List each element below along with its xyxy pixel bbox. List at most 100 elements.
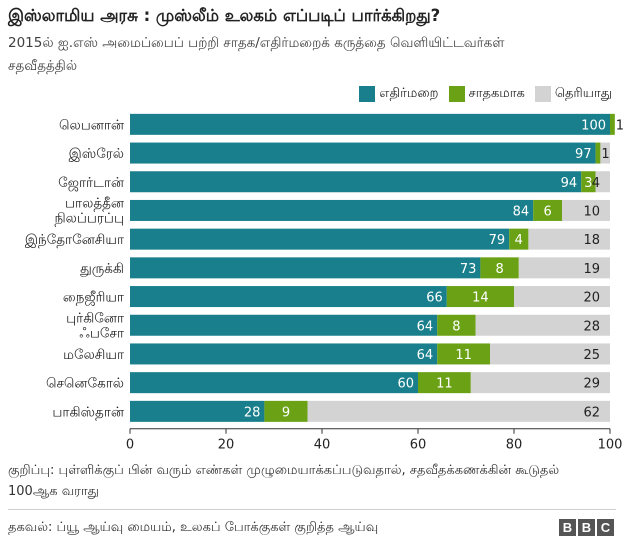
bar-positive bbox=[446, 286, 514, 308]
category-label: புர்கினோ bbox=[66, 310, 125, 326]
bar-negative bbox=[130, 142, 596, 164]
legend-swatch-negative bbox=[359, 86, 376, 102]
data-label-unknown: 10 bbox=[583, 204, 600, 219]
bar-unknown bbox=[528, 228, 610, 250]
bar-positive bbox=[610, 113, 615, 135]
bar-negative bbox=[130, 314, 438, 336]
bar-negative bbox=[130, 400, 265, 422]
category-label: மலேசியா bbox=[63, 347, 125, 363]
bar-unknown bbox=[595, 171, 610, 193]
bbc-logo-letter: B bbox=[578, 519, 595, 536]
legend-label-unknown: தெரியாது bbox=[554, 86, 612, 101]
bar-positive bbox=[437, 314, 476, 336]
bar-negative bbox=[130, 343, 438, 365]
data-label-positive: 11 bbox=[436, 377, 453, 392]
bar-negative bbox=[130, 113, 610, 135]
bar-negative bbox=[130, 286, 447, 308]
bbc-logo: B B C bbox=[557, 519, 614, 536]
data-label-positive: 4 bbox=[515, 233, 523, 248]
bar-unknown bbox=[600, 142, 610, 164]
data-label-unknown: 28 bbox=[583, 319, 600, 334]
category-label: பாலத்தீன bbox=[65, 195, 125, 211]
bar-positive bbox=[418, 372, 471, 394]
bar-unknown bbox=[307, 400, 610, 422]
bar-positive bbox=[437, 343, 490, 365]
data-label-positive: 1 bbox=[616, 118, 624, 133]
bar-positive bbox=[264, 400, 308, 422]
data-label-negative: 73 bbox=[460, 262, 477, 277]
category-label: செனெகோல் bbox=[46, 376, 124, 392]
bbc-logo-letter: B bbox=[559, 519, 576, 536]
legend: எதிர்மறை சாதகமாக தெரியாது bbox=[349, 86, 612, 102]
footer-divider bbox=[8, 509, 616, 510]
category-label: லெபனான் bbox=[59, 117, 125, 133]
legend-swatch-unknown bbox=[534, 86, 551, 102]
legend-swatch-positive bbox=[448, 86, 465, 102]
category-label: இஸ்ரேல் bbox=[69, 146, 124, 162]
bar-unknown bbox=[475, 314, 610, 336]
bar-positive bbox=[509, 228, 529, 250]
category-label: பாகிஸ்தான் bbox=[52, 404, 125, 420]
legend-item-positive: சாதகமாக bbox=[448, 86, 525, 102]
data-label-positive: 14 bbox=[472, 291, 489, 306]
data-label-unknown: 18 bbox=[583, 233, 600, 248]
bar-unknown bbox=[562, 199, 610, 221]
data-label-negative: 79 bbox=[489, 233, 506, 248]
data-label-unknown: 62 bbox=[583, 405, 600, 420]
category-label: துருக்கி bbox=[80, 261, 124, 277]
x-tick-label: 100 bbox=[598, 438, 623, 453]
category-label: ஜோர்டான் bbox=[58, 175, 125, 192]
data-label-positive: 3 bbox=[584, 176, 592, 191]
data-label-positive: 6 bbox=[543, 204, 551, 219]
category-label: இந்தோனேசியா bbox=[25, 232, 125, 248]
chart-title: இஸ்லாமிய அரசு : முஸ்லீம் உலகம் எப்படிப் … bbox=[8, 6, 441, 25]
x-tick-label: 20 bbox=[218, 438, 235, 453]
data-label-negative: 94 bbox=[561, 176, 578, 191]
data-label-positive: 11 bbox=[455, 348, 472, 363]
bar-unknown bbox=[514, 286, 610, 308]
x-tick-label: 80 bbox=[506, 438, 523, 453]
data-label-unknown: 29 bbox=[583, 377, 600, 392]
bar-positive bbox=[533, 199, 562, 221]
data-label-positive: 8 bbox=[495, 262, 503, 277]
data-label-negative: 100 bbox=[581, 118, 606, 133]
bar-unknown bbox=[518, 257, 610, 279]
legend-label-negative: எதிர்மறை bbox=[379, 86, 439, 101]
data-label-positive: 8 bbox=[452, 319, 460, 334]
x-tick-label: 60 bbox=[410, 438, 427, 453]
bar-unknown bbox=[470, 372, 610, 394]
data-label-negative: 66 bbox=[426, 291, 443, 306]
bar-positive bbox=[595, 142, 601, 164]
bar-unknown bbox=[490, 343, 610, 365]
x-tick-label: 40 bbox=[314, 438, 331, 453]
data-label-unknown: 25 bbox=[583, 348, 600, 363]
data-label-unknown: 19 bbox=[583, 262, 600, 277]
bar-negative bbox=[130, 257, 481, 279]
bar-chart: லெபனான் 100 1இஸ்ரேல் 97 1ஜோர்டான் 94 3 4பாலத்தீ… bbox=[25, 113, 624, 453]
category-label: நிலப்பரப்பு bbox=[54, 210, 124, 226]
data-label-negative: 97 bbox=[575, 147, 592, 162]
data-label-negative: 64 bbox=[417, 348, 434, 363]
legend-item-unknown: தெரியாது bbox=[534, 86, 612, 102]
data-label-positive: 1 bbox=[601, 147, 609, 162]
data-label-negative: 64 bbox=[417, 319, 434, 334]
data-label-negative: 60 bbox=[397, 377, 414, 392]
footnote: குறிப்பு: புள்ளிக்குப் பின் வரும் எண்கள்… bbox=[8, 463, 560, 499]
chart-subtitle: 2015ல் ஐ.எஸ் அமைப்பைப் பற்றி சாதக/எதிர்ம… bbox=[8, 35, 505, 74]
bar-negative bbox=[130, 372, 418, 394]
category-label: நைஜீரியா bbox=[63, 290, 125, 307]
source-text: தகவல்: ப்யூ ஆய்வு மையம், உலகப் போக்குகள்… bbox=[8, 520, 379, 535]
bar-negative bbox=[130, 228, 510, 250]
bar-negative bbox=[130, 199, 534, 221]
data-label-negative: 28 bbox=[244, 405, 261, 420]
category-label: ஃபசோ bbox=[79, 325, 125, 341]
legend-label-positive: சாதகமாக bbox=[468, 86, 525, 101]
bbc-logo-letter: C bbox=[597, 519, 614, 536]
data-label-positive: 9 bbox=[282, 405, 290, 420]
bar-positive bbox=[480, 257, 519, 279]
x-tick-label: 0 bbox=[126, 438, 134, 453]
bar-negative bbox=[130, 171, 582, 193]
data-label-unknown: 4 bbox=[592, 176, 600, 191]
data-label-unknown: 20 bbox=[583, 291, 600, 306]
data-label-negative: 84 bbox=[513, 204, 530, 219]
